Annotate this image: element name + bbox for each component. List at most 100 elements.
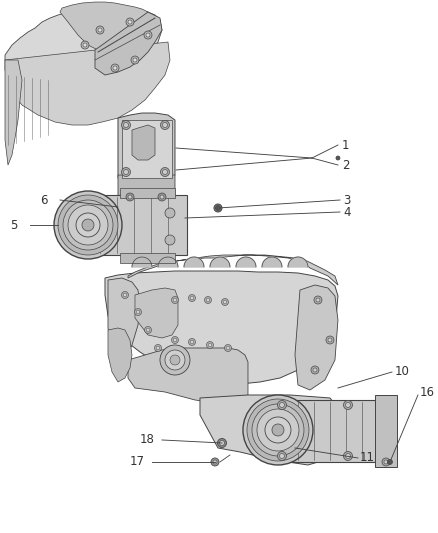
Circle shape [211,458,219,466]
Circle shape [208,343,212,347]
Circle shape [146,328,150,332]
Circle shape [206,342,213,349]
Circle shape [188,338,195,345]
Circle shape [190,296,194,300]
Circle shape [156,346,160,350]
Circle shape [313,368,317,372]
Text: 5: 5 [10,219,18,231]
Circle shape [277,451,286,461]
Circle shape [218,439,226,448]
Circle shape [63,200,113,250]
Circle shape [136,310,140,314]
Circle shape [388,459,392,464]
Circle shape [346,402,350,408]
Circle shape [160,167,170,176]
Circle shape [162,123,167,127]
Circle shape [160,120,170,130]
Circle shape [83,43,87,47]
Polygon shape [184,257,204,267]
Polygon shape [5,8,162,90]
Polygon shape [118,175,175,202]
Circle shape [328,338,332,342]
Polygon shape [60,2,150,52]
Circle shape [160,345,190,375]
Bar [82,195,187,255]
Text: 6: 6 [40,193,47,206]
Circle shape [133,58,137,62]
Circle shape [170,355,180,365]
Polygon shape [288,257,308,267]
Circle shape [155,344,162,351]
Circle shape [215,206,220,211]
Circle shape [165,350,185,370]
Circle shape [81,41,89,49]
Polygon shape [5,60,22,165]
Text: 3: 3 [343,193,350,206]
Circle shape [346,454,350,458]
Polygon shape [262,257,282,267]
Circle shape [213,460,217,464]
Polygon shape [108,328,132,382]
Circle shape [98,28,102,32]
Polygon shape [95,12,162,75]
Circle shape [165,235,175,245]
Circle shape [144,31,152,39]
Circle shape [311,366,319,374]
Circle shape [146,33,150,37]
Text: 11: 11 [360,451,375,464]
Bar [120,188,175,198]
Bar [122,120,172,178]
Polygon shape [236,257,256,267]
Circle shape [121,120,131,130]
Circle shape [131,56,139,64]
Polygon shape [105,271,338,384]
Text: 4: 4 [343,206,350,219]
Circle shape [206,298,210,302]
Circle shape [124,169,128,174]
Circle shape [124,123,128,127]
Text: 18: 18 [140,433,155,447]
Circle shape [316,298,320,302]
Circle shape [252,404,304,456]
Circle shape [226,346,230,350]
Polygon shape [295,285,338,390]
Polygon shape [132,257,152,267]
Circle shape [279,454,284,458]
Bar [120,253,175,263]
Text: 16: 16 [420,386,435,400]
Circle shape [126,18,134,26]
Circle shape [190,340,194,344]
Circle shape [343,451,353,461]
Polygon shape [108,278,140,365]
Circle shape [128,20,132,24]
Circle shape [121,167,131,176]
Text: 2: 2 [342,158,350,172]
Circle shape [336,156,340,160]
Circle shape [145,327,152,334]
Circle shape [123,293,127,297]
Circle shape [384,460,388,464]
Polygon shape [118,113,175,182]
Circle shape [160,195,164,199]
Circle shape [214,204,222,212]
Polygon shape [158,257,178,267]
Circle shape [223,300,227,304]
Polygon shape [128,348,248,402]
Circle shape [172,296,178,303]
Circle shape [326,336,334,344]
Circle shape [82,219,94,231]
Circle shape [382,458,390,466]
Circle shape [247,399,309,461]
Circle shape [96,26,104,34]
Circle shape [128,195,132,199]
Circle shape [173,338,177,342]
Circle shape [76,213,100,237]
Polygon shape [132,125,155,160]
Circle shape [277,400,286,409]
Circle shape [205,296,212,303]
Polygon shape [128,255,338,285]
Circle shape [265,417,291,443]
Circle shape [121,292,128,298]
Polygon shape [135,288,178,338]
Circle shape [257,409,299,451]
